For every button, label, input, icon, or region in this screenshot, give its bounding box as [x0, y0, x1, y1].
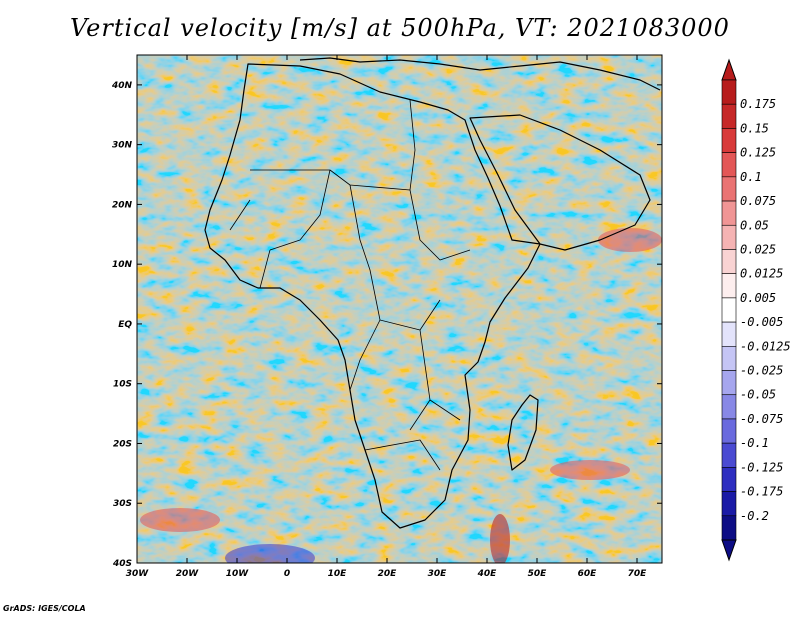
colorbar-swatch	[721, 418, 737, 444]
lat-tick-label: EQ	[118, 320, 132, 330]
colorbar-swatch	[721, 467, 737, 492]
grads-credit: GrADS: IGES/COLA	[3, 604, 86, 613]
colorbar-swatch	[721, 176, 737, 202]
colorbar-swatch	[721, 442, 737, 468]
velocity-field	[137, 55, 662, 563]
colorbar-label: 0.075	[740, 194, 776, 208]
lat-tick-label: 30S	[113, 499, 132, 509]
colorbar-swatch	[721, 394, 737, 420]
colorbar-swatch	[721, 515, 737, 541]
colorbar-max-arrow	[721, 58, 737, 81]
colorbar-swatch	[721, 370, 737, 396]
colorbar-swatch	[721, 152, 737, 178]
colorbar-min-arrow	[721, 539, 737, 562]
colorbar-label: -0.1	[740, 436, 769, 450]
coastlines	[204, 57, 661, 529]
colorbar-label: -0.0125	[740, 339, 791, 353]
lat-tick-label: 10N	[112, 260, 133, 270]
colorbar-label: -0.005	[740, 315, 783, 329]
lat-tick-label: 20S	[113, 439, 132, 449]
colorbar-swatch	[721, 103, 737, 129]
colorbar-label: 0.15	[740, 121, 769, 135]
colorbar-label: 0.05	[740, 218, 769, 232]
country-borders	[229, 99, 471, 471]
colorbar-swatch	[721, 79, 737, 105]
lat-tick-label: 20N	[112, 200, 133, 210]
africa-coastline	[204, 63, 541, 529]
colorbar-label: -0.125	[740, 460, 783, 474]
colorbar-swatch	[721, 128, 737, 153]
page-title: Vertical velocity [m/s] at 500hPa, VT: 2…	[70, 14, 730, 42]
lat-tick-label: 40N	[111, 81, 133, 91]
colorbar-swatch	[721, 200, 737, 226]
colorbar-label: -0.2	[740, 509, 769, 523]
colorbar-swatch	[721, 491, 737, 517]
lat-tick-label: 40S	[112, 559, 132, 569]
arabia-coastline	[469, 114, 651, 251]
colorbar-label: 0.175	[740, 97, 776, 111]
lon-tick-label: 0	[284, 569, 290, 579]
lon-tick-label: 40E	[477, 569, 498, 579]
colorbar-swatch	[721, 249, 737, 274]
colorbar-label: -0.05	[740, 388, 776, 402]
colorbar-swatch	[721, 224, 737, 250]
madagascar-coastline	[507, 394, 539, 471]
latitude-axis: 40N 30N 20N 10N EQ 10S 20S 30S 40S	[111, 81, 662, 569]
lon-tick-label: 10W	[226, 569, 250, 579]
lat-tick-label: 30N	[112, 141, 133, 151]
lat-tick-label: 10S	[113, 380, 132, 390]
colorbar-label: 0.005	[740, 291, 776, 305]
colorbar-swatch	[721, 297, 737, 323]
lon-tick-label: 50E	[528, 569, 548, 579]
colorbar-swatch	[721, 321, 737, 347]
colorbar-swatch	[721, 346, 737, 371]
colorbar-swatch	[721, 273, 737, 299]
lon-tick-label: 30E	[428, 569, 448, 579]
lon-tick-label: 10E	[328, 569, 348, 579]
colorbar-label: -0.075	[740, 412, 783, 426]
europe-coastline	[299, 57, 661, 91]
lon-tick-label: 70E	[628, 569, 648, 579]
colorbar-label: 0.125	[740, 146, 776, 160]
longitude-axis: 30W 20W 10W 0 10E 20E 30E 40E 50E 60E 70E	[126, 55, 647, 579]
colorbar: 0.175 0.15 0.125 0.1 0.075 0.05 0.025 0.0125 0.0…	[721, 58, 791, 562]
lon-tick-label: 60E	[578, 569, 598, 579]
lon-tick-label: 20W	[176, 569, 200, 579]
colorbar-label: 0.0125	[740, 267, 783, 281]
map-frame	[136, 54, 663, 564]
lon-tick-label: 30W	[126, 569, 150, 579]
colorbar-label: -0.025	[740, 364, 783, 378]
lon-tick-label: 20E	[378, 569, 398, 579]
colorbar-label: 0.025	[740, 242, 776, 256]
colorbar-label: -0.175	[740, 485, 783, 499]
colorbar-label: 0.1	[740, 170, 762, 184]
